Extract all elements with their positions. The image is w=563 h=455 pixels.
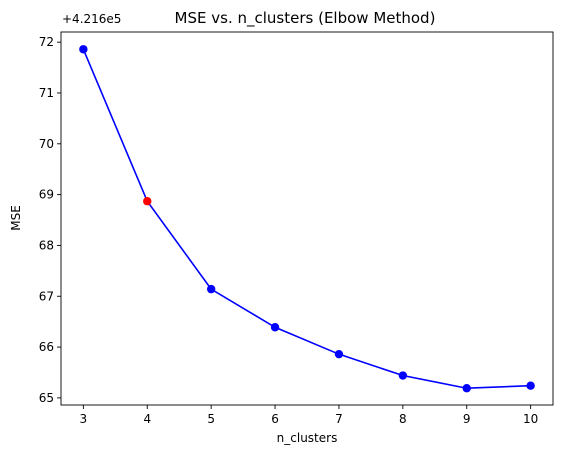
- y-tick-label: 72: [39, 35, 54, 49]
- axes-frame: [61, 32, 553, 405]
- y-tick-label: 66: [39, 340, 54, 354]
- x-tick-label: 5: [207, 412, 215, 426]
- data-point: [206, 284, 216, 294]
- y-axis-label: MSE: [9, 205, 23, 231]
- x-tick-label: 4: [143, 412, 151, 426]
- series-line: [82, 48, 531, 390]
- x-tick-label: 3: [80, 412, 88, 426]
- x-axis-ticks: 3 4 5 6 7 8 9 10: [80, 405, 538, 426]
- x-tick-label: 10: [523, 412, 538, 426]
- data-point: [79, 45, 88, 54]
- data-point: [270, 323, 280, 332]
- y-tick-label: 71: [39, 86, 54, 100]
- y-tick-label: 65: [39, 391, 54, 405]
- y-tick-label: 70: [39, 137, 54, 151]
- x-tick-label: 6: [271, 412, 279, 426]
- x-tick-label: 7: [335, 412, 343, 426]
- x-axis-label: n_clusters: [277, 431, 338, 445]
- x-tick-label: 9: [463, 412, 471, 426]
- data-point: [334, 349, 344, 359]
- data-point-highlighted: [143, 197, 152, 206]
- y-offset-label: +4.216e5: [62, 12, 121, 26]
- y-tick-label: 69: [39, 188, 54, 202]
- data-point: [526, 381, 535, 390]
- series-group: [79, 45, 535, 393]
- data-point: [398, 371, 408, 380]
- x-tick-label: 8: [399, 412, 407, 426]
- data-point: [462, 384, 471, 393]
- chart-title: MSE vs. n_clusters (Elbow Method): [175, 9, 436, 28]
- y-axis-ticks: 65 66 67 68 69 70 71 72: [39, 35, 61, 405]
- y-tick-label: 67: [39, 289, 54, 303]
- y-tick-label: 68: [39, 238, 54, 252]
- axes-border: [60, 31, 554, 406]
